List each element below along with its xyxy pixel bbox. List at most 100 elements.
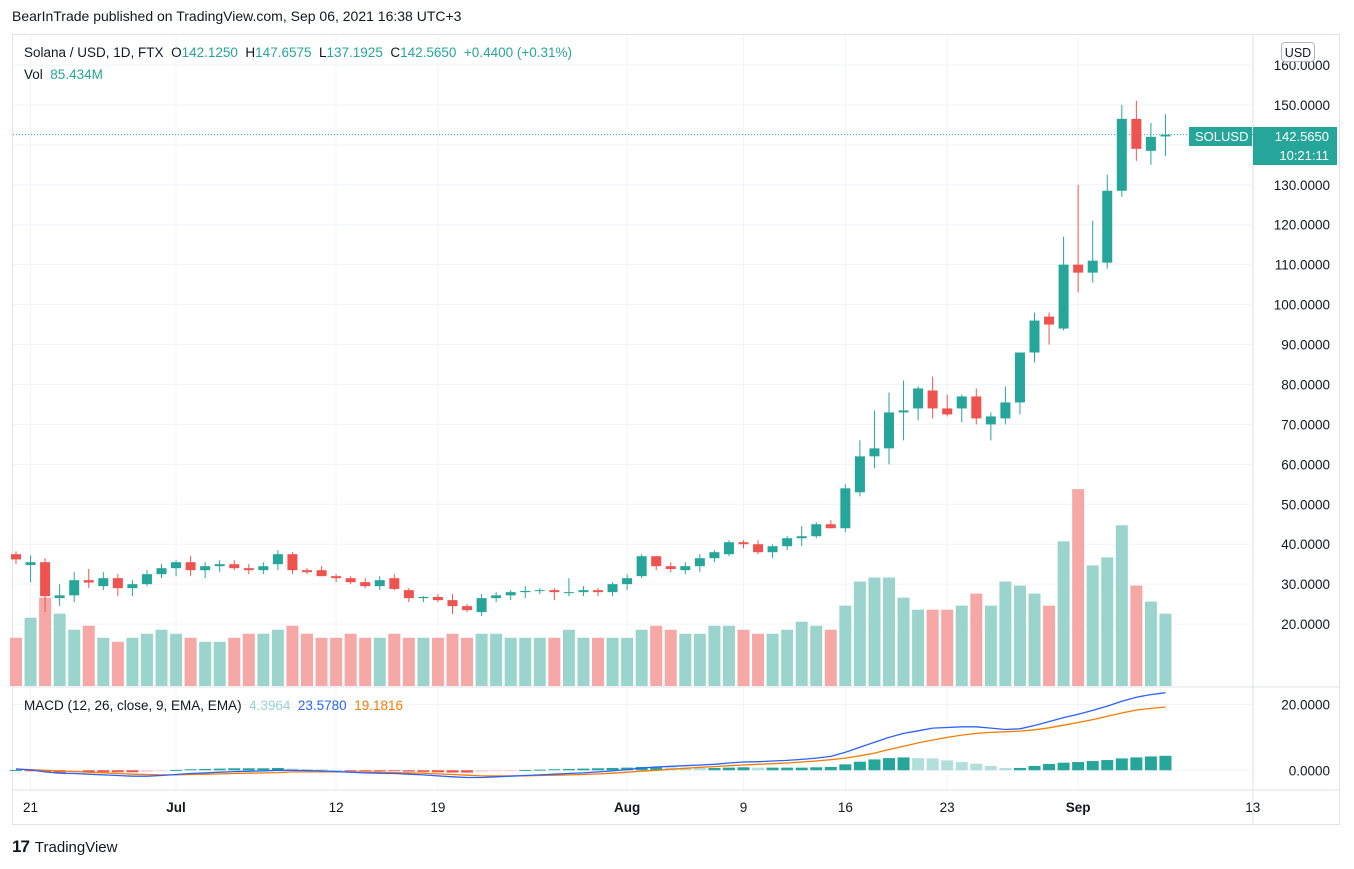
volume-bar [1013, 585, 1026, 686]
volume-bar [431, 637, 444, 686]
macd-histogram-bar [446, 770, 459, 773]
volume-bar [1043, 605, 1056, 686]
candle-body [811, 524, 822, 537]
candle-body [869, 448, 880, 457]
volume-bar [24, 617, 37, 686]
candle-body [69, 580, 80, 596]
volume-legend: Vol 85.434M [24, 67, 103, 82]
macd-histogram-bar [839, 764, 852, 771]
candle-body [854, 456, 865, 493]
candle-body [1058, 264, 1069, 329]
volume-bar [373, 637, 386, 686]
volume-bar [708, 625, 721, 686]
candle-body [476, 598, 487, 613]
volume-bar [853, 581, 866, 686]
volume-bar [155, 629, 168, 686]
volume-bar [213, 641, 226, 686]
macd-histogram-bar [271, 767, 284, 771]
volume-bar [184, 637, 197, 686]
macd-histogram-bar [766, 767, 779, 771]
macd-histogram-bar [1115, 758, 1128, 771]
time-tick-label: 19 [430, 800, 445, 815]
candle-body [549, 590, 560, 593]
footer-brand: 17 TradingView [12, 837, 117, 857]
candle-body [389, 578, 400, 589]
macd-histogram-bar [140, 770, 153, 772]
candle-body [636, 556, 647, 577]
price-tick-label: 90.0000 [1281, 338, 1330, 353]
macd-histogram-bar [737, 767, 750, 771]
macd-tick-label: 0.0000 [1289, 763, 1330, 778]
volume-bar [752, 633, 765, 686]
volume-bar [417, 637, 430, 686]
volume-bar [795, 621, 808, 686]
chart-frame [12, 34, 1340, 825]
macd-histogram-bar [10, 769, 22, 771]
currency-button[interactable]: USD [1281, 42, 1315, 62]
macd-histogram-bar [155, 770, 168, 772]
macd-histogram-bar [926, 758, 939, 771]
volume-bar [824, 629, 837, 686]
volume-bar [199, 641, 212, 686]
candle-body [331, 576, 342, 579]
candle-body [229, 564, 240, 569]
candle-body [1014, 352, 1025, 403]
volume-bar [446, 633, 459, 686]
macd-histogram-bar [24, 770, 37, 772]
time-tick-label: Aug [614, 800, 640, 815]
macd-histogram-bar [722, 767, 735, 771]
candle-body [185, 562, 196, 571]
volume-bar [781, 629, 794, 686]
volume-bar [1101, 557, 1114, 686]
close-label: C [390, 45, 401, 60]
open-label: O [171, 45, 182, 60]
time-tick-label: Sep [1066, 800, 1091, 815]
volume-label[interactable]: Vol [24, 67, 43, 82]
volume-bar [1130, 585, 1143, 686]
candle-body [563, 592, 574, 594]
time-tick-label: 9 [740, 800, 748, 815]
candle-body [98, 578, 109, 587]
volume-bar [242, 633, 255, 686]
candle-body [927, 390, 938, 409]
symbol-price-tag: SOLUSD [1189, 127, 1252, 146]
candle-body [447, 600, 458, 607]
candle-body [345, 578, 356, 583]
candle-body [374, 580, 385, 587]
price-tick-label: 150.0000 [1274, 98, 1330, 113]
volume-bar [257, 633, 270, 686]
macd-histogram-bar [39, 770, 52, 772]
macd-signal-value: 19.1816 [354, 698, 404, 713]
volume-bar [621, 637, 634, 686]
candle-body [898, 410, 909, 413]
candle-body [112, 578, 123, 589]
publisher-line: BearInTrade published on TradingView.com… [12, 8, 462, 24]
macd-histogram-bar [533, 769, 546, 771]
volume-bar [39, 597, 52, 686]
candle-body [825, 524, 836, 529]
price-tick-label: 60.0000 [1281, 457, 1330, 472]
candle-body [1073, 264, 1084, 273]
candle-body [171, 562, 182, 569]
price-tick-label: 80.0000 [1281, 377, 1330, 392]
volume-bar [170, 633, 183, 686]
candle-body [287, 554, 298, 571]
volume-bar [679, 633, 692, 686]
macd-histogram-bar [592, 768, 604, 771]
macd-histogram-bar [242, 768, 255, 771]
volume-bar [1072, 489, 1085, 686]
macd-histogram-bar [577, 768, 590, 771]
candle-body [971, 396, 982, 419]
macd-legend: MACD (12, 26, close, 9, EMA, EMA) 4.3964… [24, 698, 403, 713]
macd-histogram-bar [810, 767, 823, 771]
macd-histogram-bar [984, 765, 997, 771]
price-tick-label: 120.0000 [1274, 218, 1330, 233]
macd-histogram-bar [824, 766, 837, 771]
volume-bar [955, 605, 968, 686]
volume-bar [271, 629, 284, 686]
volume-bar [402, 637, 415, 686]
macd-label[interactable]: MACD (12, 26, close, 9, EMA, EMA) [24, 698, 242, 713]
symbol-title[interactable]: Solana / USD, 1D, FTX [24, 45, 164, 60]
volume-bar [359, 637, 372, 686]
